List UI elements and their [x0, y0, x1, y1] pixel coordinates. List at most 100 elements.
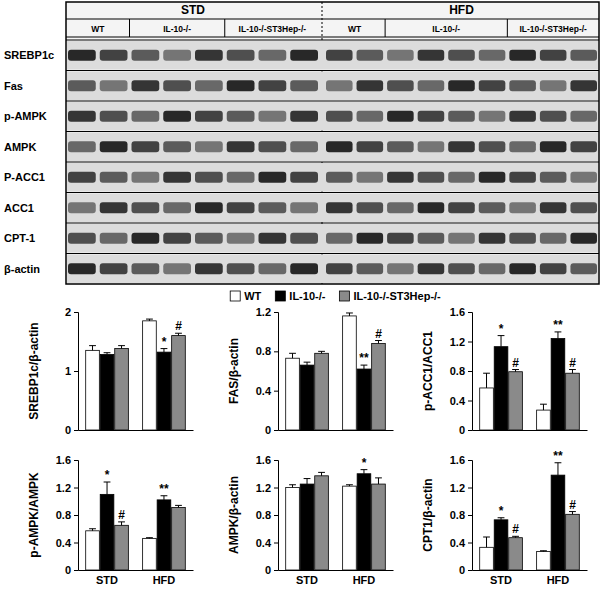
significance-label: * — [362, 456, 367, 470]
tick: 1.6 — [56, 454, 78, 466]
blot-row-divider — [66, 70, 599, 71]
tick-label: 0.4 — [256, 385, 272, 397]
significance-label: # — [175, 319, 182, 333]
tick-mark — [274, 488, 278, 489]
y-axis-title: CPT1/β-actin — [421, 478, 435, 551]
tick-label: 0.4 — [450, 537, 466, 549]
blot-strip — [67, 133, 598, 162]
bar — [157, 500, 171, 570]
tick-label: 1.2 — [450, 482, 465, 494]
bar — [300, 365, 314, 430]
group-label: IL-10-/-ST3Hep-/- — [239, 24, 307, 34]
blot-band — [540, 50, 567, 61]
tick: 0.4 — [56, 537, 78, 549]
blot-band — [290, 233, 318, 244]
blot-band — [418, 233, 445, 244]
blot-band — [290, 141, 318, 152]
bar — [300, 484, 314, 570]
error-bar — [361, 470, 368, 474]
tick: 0 — [459, 424, 472, 436]
blot-band — [357, 202, 384, 213]
blot-strip — [67, 163, 598, 192]
error-bar — [175, 505, 182, 507]
tick-mark — [468, 342, 472, 343]
significance-label: * — [499, 504, 504, 518]
blot-band — [163, 202, 191, 213]
blot-band — [259, 111, 287, 122]
blot-band — [195, 111, 223, 122]
axis-line — [468, 313, 473, 431]
blot-band — [100, 141, 128, 152]
legend-swatch — [230, 291, 240, 301]
tick-mark — [74, 570, 78, 571]
blot-band — [259, 50, 287, 61]
blot-band — [418, 172, 445, 183]
blot-band — [357, 141, 384, 152]
tick: 0.4 — [450, 395, 472, 407]
significance-label: # — [375, 327, 382, 341]
blot-band — [132, 233, 160, 244]
protein-label: SREBP1c — [4, 49, 54, 61]
blot-band — [100, 202, 128, 213]
error-bar — [375, 478, 382, 484]
axis-line — [79, 430, 194, 431]
protein-label: β-actin — [4, 263, 40, 275]
protein-label: ACC1 — [4, 202, 34, 214]
bar — [537, 551, 551, 570]
legend-item: IL-10-/-ST3Hep-/- — [339, 290, 441, 302]
blot-band — [448, 50, 475, 61]
series — [86, 319, 157, 430]
y-axis: 00.40.81.21.6 — [450, 306, 473, 436]
tick: 0 — [65, 424, 78, 436]
blot-band — [68, 111, 96, 122]
tick: HFD — [153, 570, 176, 586]
axis-line — [74, 461, 79, 571]
plot-area — [480, 463, 580, 570]
x-axis — [473, 430, 588, 432]
tick-label: 1.6 — [450, 306, 465, 318]
tick: 1.2 — [256, 306, 278, 318]
significance-label: ** — [359, 351, 369, 365]
blot-band — [357, 172, 384, 183]
bar-chart: *00.40.81.21.6STDHFDAMPK/β-actin — [227, 454, 394, 586]
y-axis: 00.40.81.21.6 — [256, 454, 279, 576]
bar — [286, 488, 300, 571]
bar — [566, 373, 580, 430]
error-bar — [375, 341, 382, 344]
error-bar — [318, 472, 325, 475]
x-axis: STDHFD — [79, 570, 194, 586]
bar — [343, 486, 357, 570]
blot-band — [259, 141, 287, 152]
legend-item: WT — [230, 290, 261, 302]
blot-band — [100, 80, 128, 91]
blot-band — [163, 141, 191, 152]
blot-row-divider — [66, 223, 599, 224]
blot-band — [387, 80, 414, 91]
error-bar — [569, 512, 576, 515]
tick-label: 1.2 — [56, 482, 71, 494]
series — [509, 370, 580, 430]
bar — [343, 316, 357, 430]
group-label: IL-10-/- — [432, 24, 460, 34]
blot-band — [509, 172, 536, 183]
series — [100, 349, 171, 430]
tick-label: STD — [490, 574, 512, 586]
blot-band — [259, 172, 287, 183]
bar — [315, 353, 329, 430]
tick-mark — [468, 570, 472, 571]
error-bar — [289, 485, 296, 488]
blot-band — [68, 80, 96, 91]
blot-band — [479, 202, 506, 213]
series — [100, 482, 171, 570]
blot-band — [509, 111, 536, 122]
tick: 0.8 — [256, 509, 278, 521]
protein-label: Fas — [4, 80, 23, 92]
blot-band — [570, 233, 597, 244]
error-bar — [89, 346, 96, 351]
legend-label: WT — [244, 290, 261, 302]
blot-band — [132, 172, 160, 183]
error-bar — [346, 485, 353, 486]
blot-band — [290, 50, 318, 61]
blot-band — [326, 263, 353, 274]
legend-label: IL-10-/- — [289, 290, 325, 302]
